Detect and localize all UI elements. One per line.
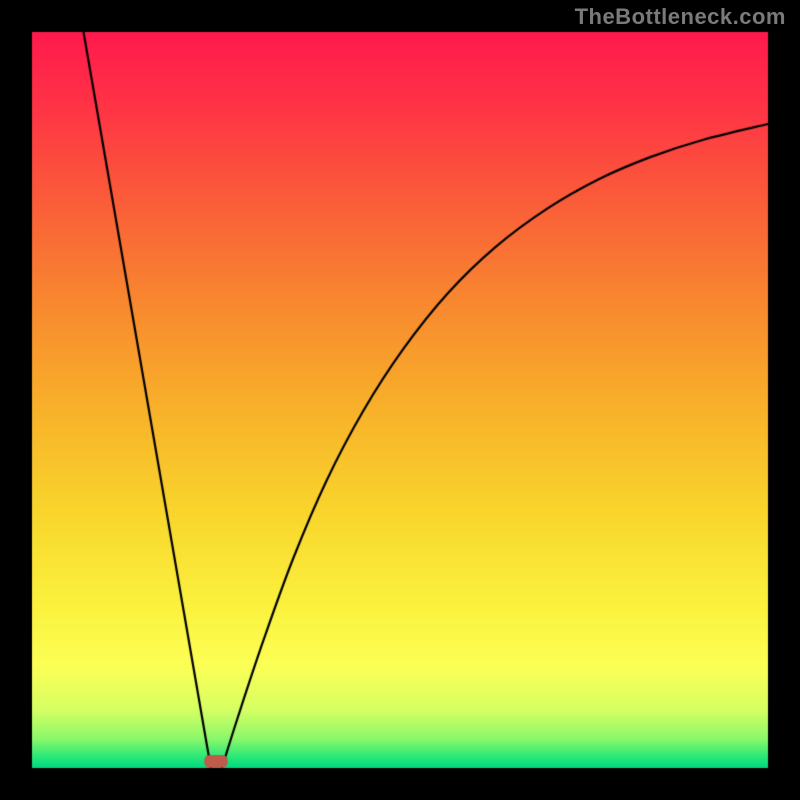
- chart-container: TheBottleneck.com: [0, 0, 800, 800]
- bottleneck-chart-canvas: [0, 0, 800, 800]
- watermark-label: TheBottleneck.com: [575, 4, 786, 30]
